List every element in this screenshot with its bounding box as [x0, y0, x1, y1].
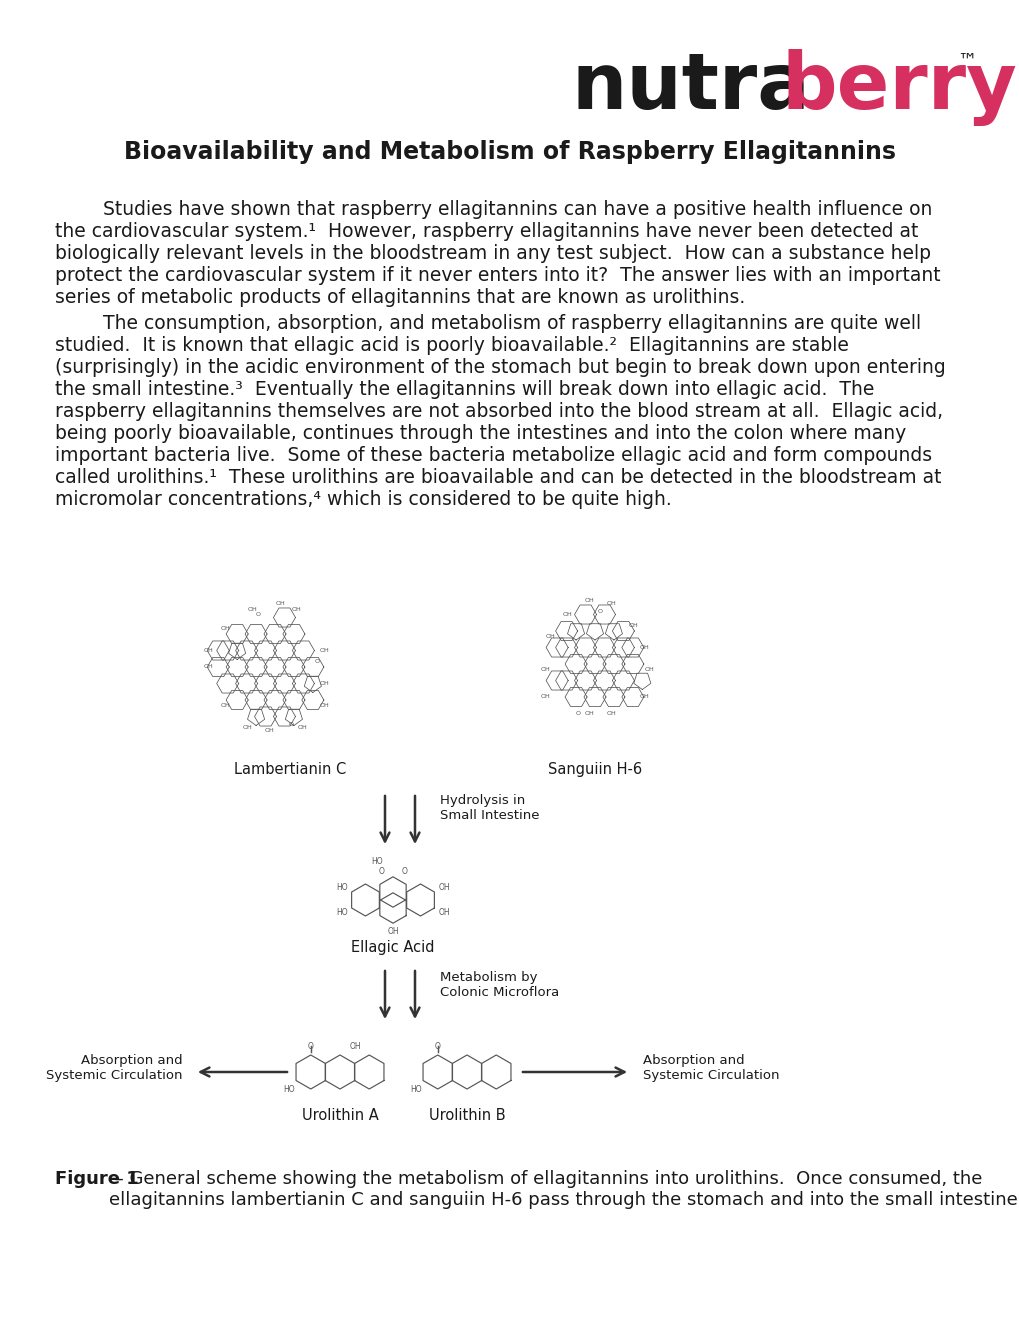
Text: – General scheme showing the metabolism of ellagitannins into urolithins.  Once : – General scheme showing the metabolism … — [109, 1170, 1019, 1209]
Text: OH: OH — [319, 704, 329, 708]
Text: OH: OH — [291, 607, 302, 612]
Text: OH: OH — [606, 601, 615, 606]
Text: OH: OH — [545, 634, 555, 639]
Text: The consumption, absorption, and metabolism of raspberry ellagitannins are quite: The consumption, absorption, and metabol… — [55, 314, 920, 333]
Text: OH: OH — [298, 725, 307, 730]
Text: OH: OH — [438, 908, 449, 917]
Polygon shape — [325, 1055, 355, 1089]
Text: called urolithins.¹  These urolithins are bioavailable and can be detected in th: called urolithins.¹ These urolithins are… — [55, 469, 941, 487]
Polygon shape — [407, 884, 434, 916]
Text: O: O — [314, 659, 319, 664]
Text: OH: OH — [220, 626, 230, 631]
Text: series of metabolic products of ellagitannins that are known as urolithins.: series of metabolic products of ellagita… — [55, 288, 745, 308]
Text: Urolithin A: Urolithin A — [302, 1107, 378, 1123]
Text: nutra: nutra — [572, 49, 810, 125]
Text: OH: OH — [204, 664, 214, 669]
Text: HO: HO — [335, 883, 347, 892]
Text: Bioavailability and Metabolism of Raspberry Ellagitannins: Bioavailability and Metabolism of Raspbe… — [124, 140, 895, 164]
Text: HO: HO — [371, 857, 382, 866]
Text: protect the cardiovascular system if it never enters into it?  The answer lies w: protect the cardiovascular system if it … — [55, 267, 940, 285]
Text: Hydrolysis in
Small Intestine: Hydrolysis in Small Intestine — [439, 795, 539, 822]
Text: biologically relevant levels in the bloodstream in any test subject.  How can a : biologically relevant levels in the bloo… — [55, 244, 930, 263]
Polygon shape — [379, 876, 406, 907]
Text: HO: HO — [335, 908, 347, 917]
Text: OH: OH — [275, 601, 285, 606]
Text: OH: OH — [319, 681, 329, 686]
Polygon shape — [355, 1055, 383, 1089]
Text: HO: HO — [410, 1085, 422, 1093]
Text: OH: OH — [606, 711, 615, 715]
Text: OH: OH — [644, 667, 654, 672]
Text: O: O — [308, 1041, 314, 1051]
Text: OH: OH — [584, 711, 594, 715]
Text: OH: OH — [204, 648, 214, 653]
Text: ™: ™ — [956, 51, 975, 70]
Text: HO: HO — [283, 1085, 294, 1093]
Polygon shape — [352, 884, 379, 916]
Text: OH: OH — [540, 667, 550, 672]
Text: Lambertianin C: Lambertianin C — [233, 762, 345, 777]
Text: Absorption and
Systemic Circulation: Absorption and Systemic Circulation — [47, 1053, 182, 1082]
Text: O: O — [434, 1041, 440, 1051]
Text: Ellagic Acid: Ellagic Acid — [351, 940, 434, 954]
Text: OH: OH — [264, 729, 274, 734]
Text: Urolithin B: Urolithin B — [428, 1107, 504, 1123]
Text: O: O — [288, 722, 293, 727]
Text: OH: OH — [387, 928, 398, 936]
Text: raspberry ellagitannins themselves are not absorbed into the blood stream at all: raspberry ellagitannins themselves are n… — [55, 403, 943, 421]
Text: micromolar concentrations,⁴ which is considered to be quite high.: micromolar concentrations,⁴ which is con… — [55, 490, 672, 510]
Text: OH: OH — [248, 607, 258, 612]
Text: O: O — [597, 609, 602, 614]
Text: O: O — [256, 611, 261, 616]
Text: OH: OH — [639, 694, 649, 700]
Text: O: O — [576, 711, 581, 715]
Text: the small intestine.³  Eventually the ellagitannins will break down into ellagic: the small intestine.³ Eventually the ell… — [55, 380, 873, 399]
Text: OH: OH — [628, 623, 638, 628]
Text: OH: OH — [639, 645, 649, 649]
Text: (surprisingly) in the acidic environment of the stomach but begin to break down : (surprisingly) in the acidic environment… — [55, 358, 945, 378]
Text: OH: OH — [438, 883, 449, 892]
Text: Studies have shown that raspberry ellagitannins can have a positive health influ: Studies have shown that raspberry ellagi… — [55, 201, 931, 219]
Text: OH: OH — [562, 612, 572, 616]
Polygon shape — [296, 1055, 325, 1089]
Text: OH: OH — [319, 648, 329, 653]
Polygon shape — [481, 1055, 511, 1089]
Text: OH: OH — [540, 694, 550, 700]
Text: Metabolism by
Colonic Microflora: Metabolism by Colonic Microflora — [439, 972, 558, 999]
Text: Sanguiin H-6: Sanguiin H-6 — [547, 762, 641, 777]
Text: berry: berry — [782, 49, 1017, 125]
Polygon shape — [379, 892, 406, 923]
Text: Figure 1: Figure 1 — [55, 1170, 139, 1188]
Text: OH: OH — [220, 704, 230, 708]
Text: O: O — [378, 867, 384, 875]
Text: being poorly bioavailable, continues through the intestines and into the colon w: being poorly bioavailable, continues thr… — [55, 424, 905, 444]
Text: O: O — [400, 867, 407, 875]
Text: the cardiovascular system.¹  However, raspberry ellagitannins have never been de: the cardiovascular system.¹ However, ras… — [55, 222, 917, 242]
Text: studied.  It is known that ellagic acid is poorly bioavailable.²  Ellagitannins : studied. It is known that ellagic acid i… — [55, 337, 848, 355]
Text: Absorption and
Systemic Circulation: Absorption and Systemic Circulation — [642, 1053, 779, 1082]
Text: important bacteria live.  Some of these bacteria metabolize ellagic acid and for: important bacteria live. Some of these b… — [55, 446, 931, 465]
Polygon shape — [423, 1055, 452, 1089]
Polygon shape — [451, 1055, 481, 1089]
Text: OH: OH — [243, 725, 252, 730]
Text: OH: OH — [584, 598, 594, 603]
Text: OH: OH — [350, 1041, 361, 1051]
